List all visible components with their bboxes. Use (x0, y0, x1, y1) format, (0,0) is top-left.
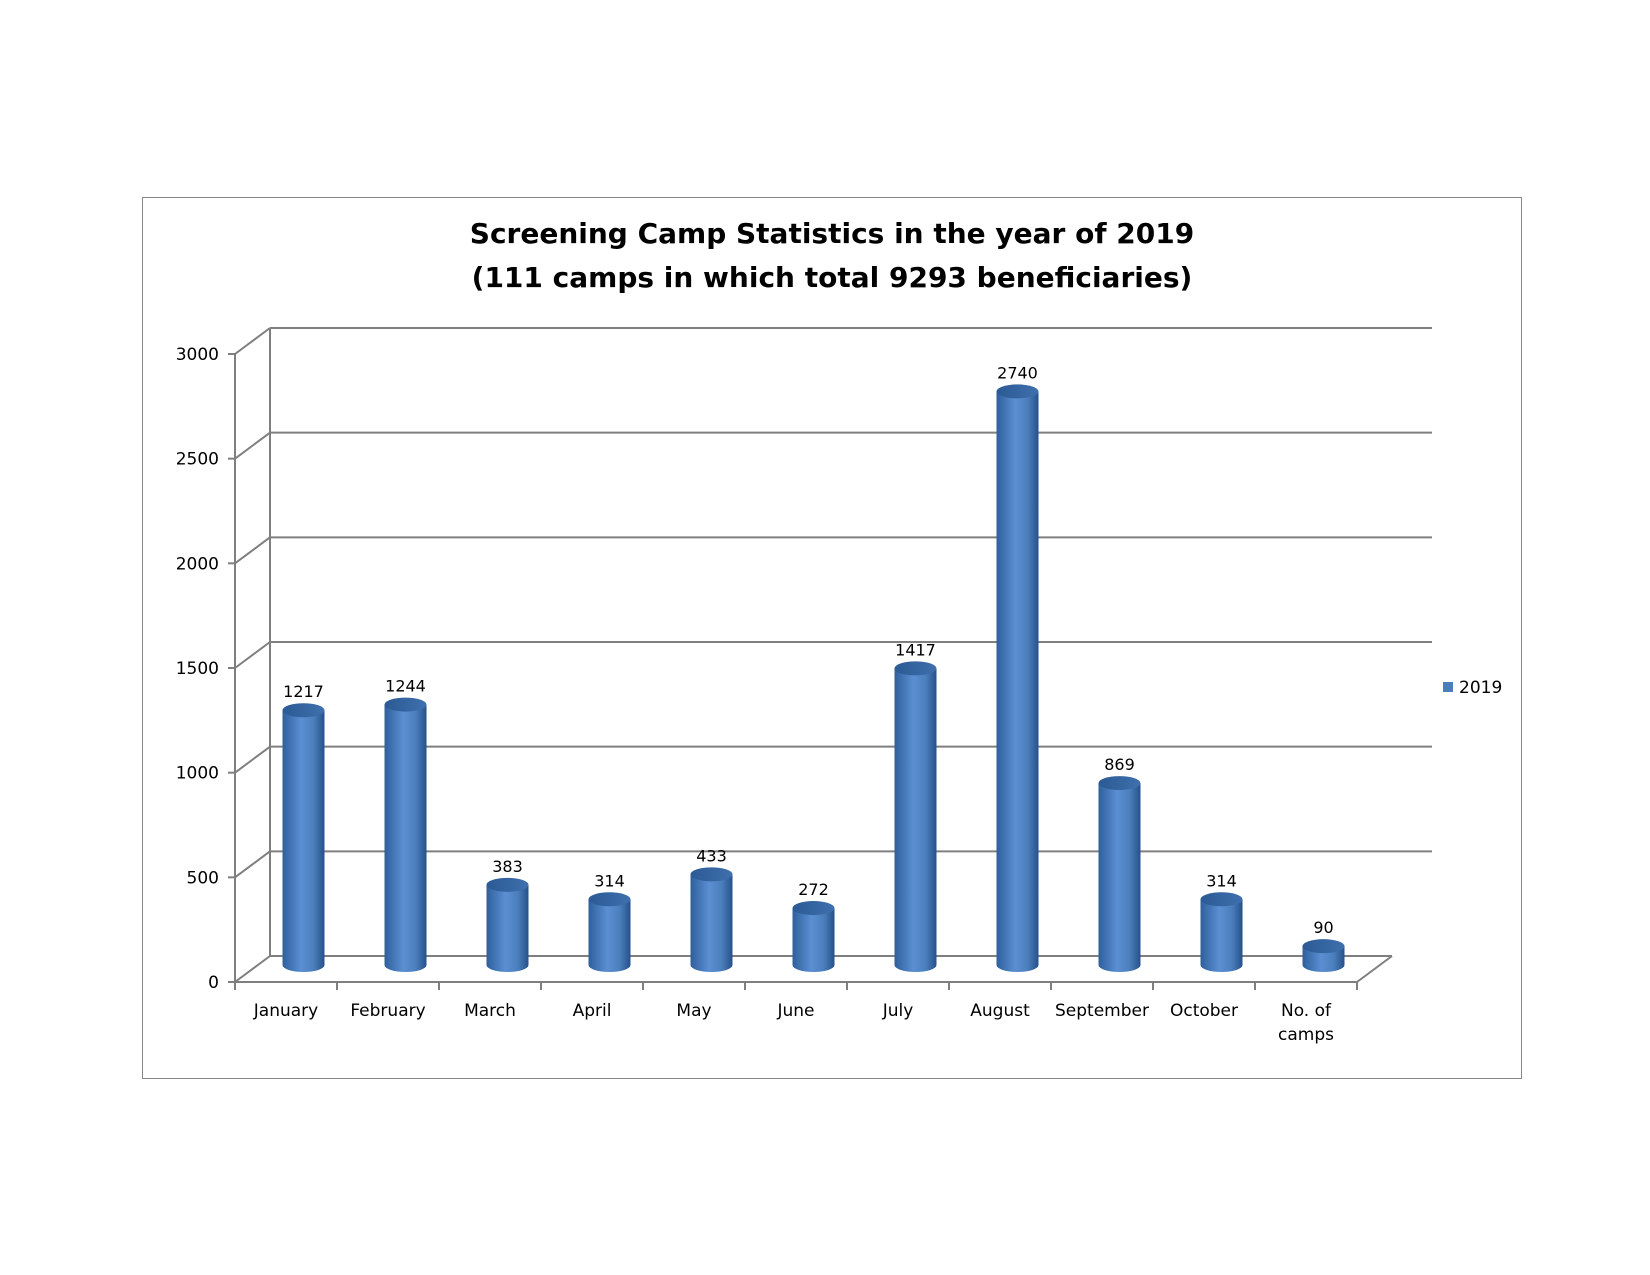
y-tick-label: 1500 (176, 659, 219, 679)
bar (486, 877, 529, 972)
legend-label-2019: 2019 (1459, 678, 1502, 698)
data-label: 314 (1206, 871, 1237, 890)
y-tick-label: 500 (187, 868, 219, 888)
bar-cap (996, 384, 1039, 399)
bar (792, 901, 835, 972)
bar (690, 867, 733, 972)
bar (996, 384, 1039, 973)
bar-cap (1098, 776, 1141, 791)
bar (1200, 892, 1243, 972)
gridline-diagonal (234, 536, 271, 565)
bar-body (1098, 783, 1141, 972)
data-label: 869 (1104, 755, 1135, 774)
labels-layer: 0 500 1000 1500 2000 2500 3000 1217 1244 383 314 43… (176, 345, 1334, 1045)
bar-cap (282, 703, 325, 718)
data-label: 383 (492, 857, 523, 876)
x-tick-label: August (970, 1001, 1030, 1021)
legend: 2019 (1443, 678, 1502, 698)
bar-body (1302, 946, 1345, 972)
y-tick-label: 1000 (176, 764, 219, 784)
x-tick-label: March (464, 1001, 516, 1021)
gridline-diagonal (234, 745, 271, 774)
bar-cap (1302, 939, 1345, 954)
data-label: 1244 (385, 677, 426, 696)
bar-cap (486, 877, 529, 892)
grid-layer (228, 327, 1432, 990)
y-tick-label: 2000 (176, 554, 219, 574)
chart-title: Screening Camp Statistics in the year of… (142, 212, 1522, 300)
chart-title-line1: Screening Camp Statistics in the year of… (469, 217, 1195, 250)
x-tick-label: January (253, 1001, 318, 1021)
data-label: 90 (1313, 918, 1333, 937)
data-label: 314 (594, 871, 625, 890)
x-tick-label: September (1055, 1001, 1149, 1021)
bar-cap (588, 892, 631, 907)
x-tick-label: April (573, 1001, 612, 1021)
bars-layer (282, 384, 1345, 973)
y-tick-label: 2500 (176, 450, 219, 470)
bar (588, 892, 631, 972)
x-tick-label: June (776, 1001, 814, 1021)
bar (1302, 939, 1345, 972)
bar-body (282, 710, 325, 972)
y-tick-label: 0 (208, 973, 219, 993)
data-label: 2740 (997, 363, 1038, 382)
data-label: 272 (798, 880, 829, 899)
bar-body (384, 704, 427, 972)
data-label: 1217 (283, 682, 324, 701)
bar (894, 661, 937, 972)
data-label: 433 (696, 846, 727, 865)
bar-body (1200, 899, 1243, 972)
gridline-diagonal (234, 641, 271, 669)
gridline-diagonal (234, 431, 271, 460)
x-tick-label: February (350, 1001, 425, 1021)
bar-body (792, 908, 835, 972)
bar-body (996, 391, 1039, 973)
gridline-diagonal (234, 955, 271, 983)
gridline-diagonal (234, 327, 271, 355)
x-tick-label: July (882, 1001, 914, 1021)
bar (384, 697, 427, 972)
bar-cap (690, 867, 733, 882)
gridline-diagonal (234, 850, 271, 879)
bar (282, 703, 325, 972)
bar-body (690, 874, 733, 972)
data-label: 1417 (895, 640, 936, 659)
bar-cap (384, 697, 427, 712)
bar (1098, 776, 1141, 972)
y-tick-label: 3000 (176, 345, 219, 365)
bar-body (486, 884, 529, 972)
x-tick-label: October (1170, 1001, 1238, 1021)
x-tick-label: No. of camps (1278, 1001, 1334, 1045)
bar-body (894, 668, 937, 972)
bar-body (588, 899, 631, 972)
x-tick-label: May (676, 1001, 711, 1021)
legend-swatch-2019 (1443, 682, 1453, 692)
bar-cap (792, 901, 835, 916)
floor-right-edge (1356, 955, 1393, 983)
bar-cap (1200, 892, 1243, 907)
bar-cap (894, 661, 937, 676)
chart-subtitle: (111 camps in which total 9293 beneficia… (471, 261, 1193, 294)
